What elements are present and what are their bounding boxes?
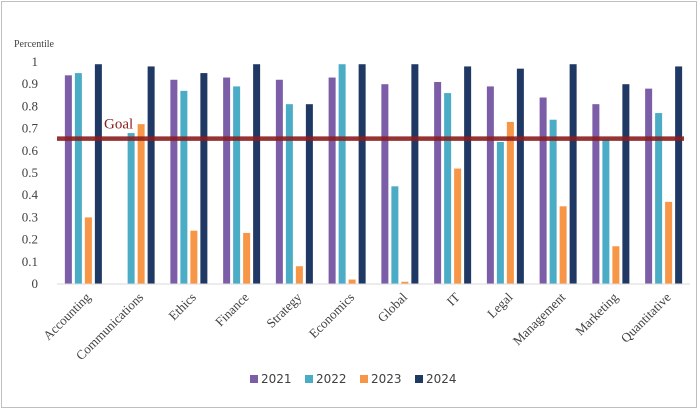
y-axis-label: Percentile [14, 39, 55, 50]
legend-swatch-2022 [305, 375, 313, 383]
bar-2024-accounting [94, 64, 102, 284]
bar-2022-communications [127, 133, 135, 284]
bars [64, 64, 683, 285]
legend-label: 2024 [426, 372, 457, 386]
bar-2024-legal [516, 68, 524, 284]
bar-2021-it [434, 81, 442, 284]
y-tick-labels: 0 0.1 0.2 0.3 0.4 0.5 0.6 0.7 0.8 0.9 1 [22, 54, 39, 291]
category-label: Accounting [40, 289, 94, 343]
bar-2022-strategy [285, 104, 293, 285]
y-tick-label: 0 [32, 276, 39, 291]
y-tick-label: 0.4 [22, 187, 39, 202]
bar-2024-management [569, 64, 577, 284]
category-label: Marketing [572, 289, 621, 338]
bar-2021-finance [223, 77, 231, 284]
bar-2023-strategy [295, 266, 303, 284]
bar-2023-quantitative [665, 201, 673, 284]
bar-2023-it [454, 168, 462, 284]
bar-2024-quantitative [675, 66, 683, 284]
bar-2024-global [411, 64, 419, 284]
y-tick-label: 0.2 [22, 232, 38, 247]
bar-2022-global [391, 186, 399, 284]
legend-swatch-2023 [360, 375, 368, 383]
bar-2021-quantitative [645, 88, 653, 284]
bar-2023-accounting [84, 217, 92, 284]
bar-2022-finance [233, 86, 241, 284]
bar-2023-communications [137, 124, 145, 284]
goal-label: Goal [104, 117, 133, 133]
bar-2023-global [401, 281, 409, 284]
bar-2024-marketing [622, 84, 630, 284]
bar-2021-ethics [170, 79, 178, 284]
bar-2022-legal [496, 141, 504, 284]
category-label: Ethics [165, 290, 199, 324]
bar-2023-finance [243, 232, 251, 284]
category-label: Economics [306, 290, 357, 341]
bar-2024-communications [147, 66, 155, 284]
bar-2022-marketing [602, 139, 610, 284]
category-label: Management [510, 289, 569, 348]
bar-2021-legal [486, 86, 494, 284]
y-tick-label: 0.7 [22, 121, 39, 136]
bar-2022-management [549, 119, 557, 284]
legend-label: 2022 [316, 372, 347, 386]
category-label: IT [443, 289, 462, 308]
bar-2023-legal [506, 121, 514, 284]
bar-2023-marketing [612, 246, 620, 284]
bar-2021-economics [328, 77, 336, 284]
y-tick-label: 0.5 [22, 165, 38, 180]
y-tick-label: 0.3 [22, 209, 38, 224]
bar-2022-it [444, 93, 452, 284]
bar-2022-quantitative [655, 113, 663, 284]
bar-2021-strategy [275, 79, 283, 284]
bar-2024-strategy [305, 104, 313, 285]
bar-2022-economics [338, 64, 346, 284]
bar-2024-it [464, 66, 472, 284]
y-tick-label: 1 [32, 54, 39, 69]
category-label: Legal [484, 289, 516, 321]
legend-label: 2021 [261, 372, 292, 386]
bar-2022-accounting [74, 73, 82, 284]
y-tick-label: 0.1 [22, 254, 38, 269]
bar-2021-management [539, 97, 547, 285]
category-label: Quantitative [618, 289, 674, 345]
category-label: Strategy [263, 289, 305, 331]
legend-swatch-2021 [250, 375, 258, 383]
bar-2024-economics [358, 64, 366, 284]
legend: 2021 2022 2023 2024 [250, 372, 457, 386]
bar-2024-ethics [200, 73, 208, 284]
y-tick-label: 0.6 [22, 143, 39, 158]
bar-2024-finance [253, 64, 261, 284]
bar-2021-marketing [592, 104, 600, 285]
bar-2022-ethics [180, 90, 188, 284]
bar-2021-accounting [64, 75, 72, 284]
bar-2023-management [559, 206, 567, 284]
goal-line-group: Goal [57, 117, 684, 141]
bar-2023-economics [348, 279, 356, 284]
category-label: Finance [212, 289, 252, 329]
y-tick-label: 0.9 [22, 76, 38, 91]
bar-2021-global [381, 84, 389, 284]
y-tick-label: 0.8 [22, 98, 38, 113]
bar-2023-ethics [190, 230, 198, 284]
category-label: Global [374, 289, 410, 325]
legend-label: 2023 [371, 372, 402, 386]
legend-swatch-2024 [415, 375, 423, 383]
